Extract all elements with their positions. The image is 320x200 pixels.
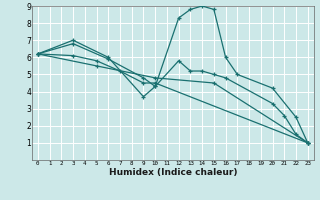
- X-axis label: Humidex (Indice chaleur): Humidex (Indice chaleur): [108, 168, 237, 177]
